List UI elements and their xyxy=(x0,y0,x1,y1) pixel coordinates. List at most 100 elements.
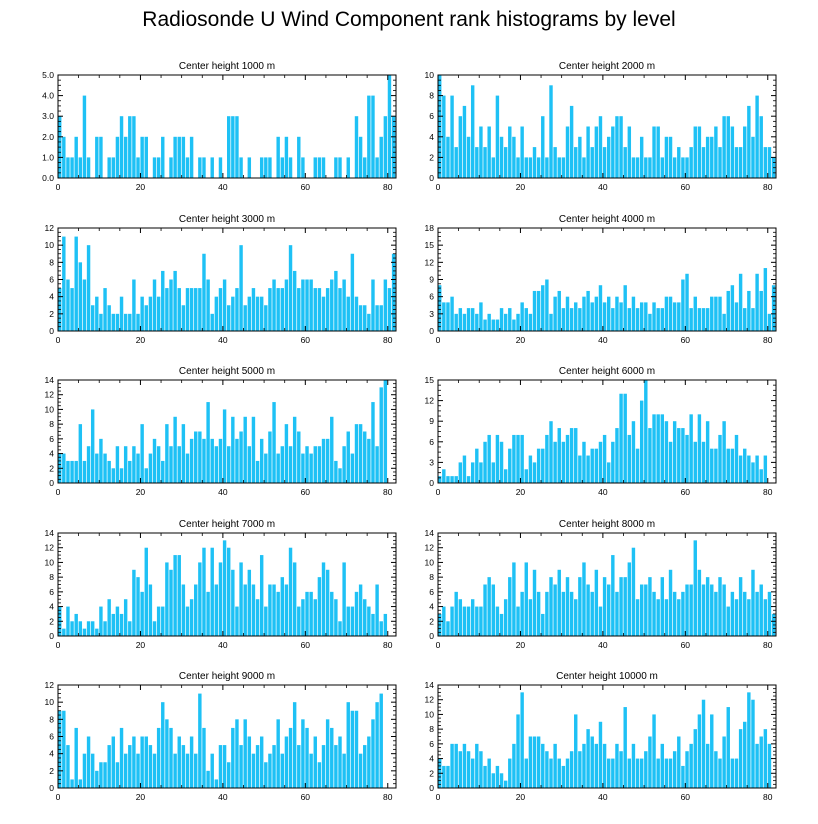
histogram-bar xyxy=(438,476,442,483)
histogram-bar xyxy=(710,296,714,331)
histogram-bar xyxy=(251,288,256,331)
histogram-bar xyxy=(165,424,169,483)
y-tick-label: 4 xyxy=(49,602,54,612)
histogram-bar xyxy=(726,448,730,483)
histogram-bar xyxy=(280,577,285,636)
histogram-bar xyxy=(759,736,763,788)
y-tick-label: 3.0 xyxy=(42,111,54,121)
histogram-bar xyxy=(259,736,264,788)
x-tick-label: 0 xyxy=(56,182,61,192)
histogram-bar xyxy=(198,431,202,483)
histogram-bar xyxy=(78,262,83,331)
histogram-bar xyxy=(454,591,458,636)
x-tick-label: 80 xyxy=(763,487,773,497)
histogram-bar xyxy=(383,116,388,178)
histogram-bar xyxy=(685,157,689,178)
histogram-bar xyxy=(734,599,739,636)
histogram-bar xyxy=(292,270,297,331)
histogram-bar xyxy=(755,591,759,636)
histogram-bar xyxy=(90,753,95,788)
histogram-bar xyxy=(541,743,545,788)
histogram-bar xyxy=(619,393,623,483)
panel-title: Center height 10000 m xyxy=(556,671,658,682)
panel-9: Center height 9000 m 0 2 4 6 8 10 12 0 20 40 60 80 xyxy=(45,671,397,802)
histogram-bar xyxy=(367,438,371,483)
y-tick-label: 10 xyxy=(45,240,55,250)
histogram-bar xyxy=(660,577,665,636)
histogram-bar xyxy=(354,296,359,331)
histogram-bar xyxy=(450,95,454,178)
histogram-bar xyxy=(235,116,239,178)
histogram-bar xyxy=(602,302,607,331)
histogram-bar xyxy=(574,428,578,483)
histogram-bar xyxy=(516,714,520,788)
histogram-bar xyxy=(578,136,582,178)
histogram-bar xyxy=(627,126,632,178)
panel-title: Center height 5000 m xyxy=(179,366,275,377)
histogram-bar xyxy=(536,157,541,178)
histogram-bar xyxy=(334,599,338,636)
histogram-bar xyxy=(243,584,247,636)
histogram-bar xyxy=(623,147,627,178)
histogram-bar xyxy=(619,751,623,788)
histogram-bar xyxy=(173,753,177,788)
histogram-bar xyxy=(738,729,743,788)
y-tick-label: 9 xyxy=(429,275,434,285)
histogram-bar xyxy=(590,147,594,178)
histogram-bar xyxy=(78,621,83,636)
y-tick-label: 3 xyxy=(429,457,434,467)
histogram-bar xyxy=(487,313,491,331)
histogram-bar xyxy=(259,296,264,331)
histogram-bar xyxy=(450,476,454,483)
histogram-bar xyxy=(251,416,256,483)
histogram-bar xyxy=(346,296,350,331)
histogram-bar xyxy=(70,621,74,636)
histogram-bar xyxy=(487,126,491,178)
x-tick-label: 80 xyxy=(763,335,773,345)
histogram-bar xyxy=(569,308,574,331)
histogram-bar xyxy=(557,569,561,636)
histogram-bar xyxy=(693,540,697,636)
histogram-bar xyxy=(202,438,206,483)
histogram-bar xyxy=(107,305,111,331)
histogram-bar xyxy=(235,606,239,636)
histogram-bar xyxy=(730,591,735,636)
histogram-bar xyxy=(689,414,693,483)
histogram-bar xyxy=(627,308,632,331)
histogram-bar xyxy=(722,736,726,788)
histogram-bar xyxy=(524,562,528,636)
histogram-bar xyxy=(512,319,516,331)
histogram-bar xyxy=(202,157,206,178)
histogram-bar xyxy=(623,393,627,483)
x-tick-label: 20 xyxy=(136,487,146,497)
histogram-bar xyxy=(508,448,512,483)
histogram-bar xyxy=(541,448,545,483)
histogram-bar xyxy=(222,409,227,483)
histogram-bar xyxy=(161,270,165,331)
histogram-bar xyxy=(479,302,483,331)
histogram-bar xyxy=(520,126,524,178)
histogram-bar xyxy=(767,147,772,178)
histogram-bar xyxy=(516,434,520,483)
panel-title: Center height 4000 m xyxy=(559,214,655,225)
histogram-bar xyxy=(738,577,743,636)
histogram-bar xyxy=(95,770,99,788)
histogram-bar xyxy=(578,751,582,788)
histogram-bar xyxy=(475,313,479,331)
histogram-bar xyxy=(594,448,599,483)
y-tick-label: 4 xyxy=(429,754,434,764)
histogram-bar xyxy=(479,462,483,483)
histogram-bar xyxy=(82,628,87,636)
histogram-bar xyxy=(747,692,751,788)
histogram-bar xyxy=(759,290,763,331)
y-tick-label: 2 xyxy=(49,463,54,473)
histogram-bar xyxy=(639,136,644,178)
y-tick-label: 3 xyxy=(429,309,434,319)
histogram-bar xyxy=(705,743,710,788)
histogram-bar xyxy=(288,157,293,178)
histogram-bar xyxy=(169,446,173,483)
histogram-bar xyxy=(611,441,615,483)
histogram-bar xyxy=(334,460,338,483)
histogram-bar xyxy=(115,606,120,636)
x-tick-label: 60 xyxy=(681,487,691,497)
